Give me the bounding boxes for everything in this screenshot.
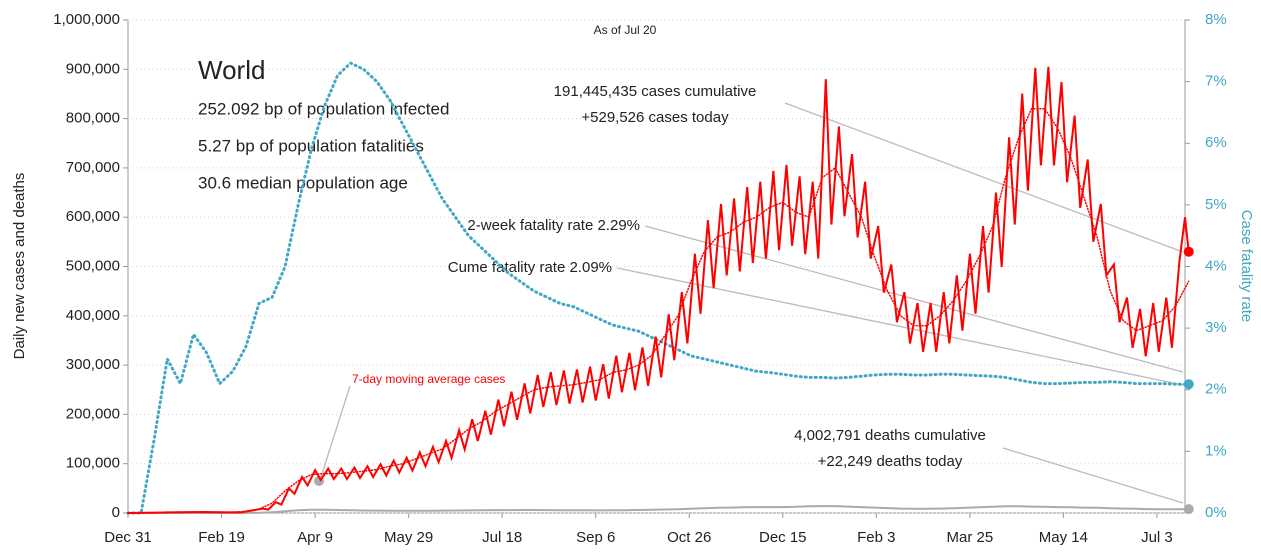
y-tick-label: 500,000 [66, 257, 120, 274]
y2-tick-label: 3% [1205, 319, 1227, 336]
y2-tick-label: 5% [1205, 196, 1227, 213]
y2-tick-label: 8% [1205, 11, 1227, 28]
x-tick-label: Dec 31 [104, 529, 152, 546]
y-tick-label: 1,000,000 [53, 11, 120, 28]
x-tick-label: Oct 26 [667, 529, 711, 546]
x-tick-label: Sep 6 [576, 529, 615, 546]
cases-cumulative: 191,445,435 cases cumulative [554, 83, 757, 100]
leader-line [319, 385, 351, 481]
leader-line [644, 225, 1184, 373]
series-line [127, 66, 1190, 514]
x-tick-label: May 29 [384, 529, 433, 546]
y2-tick-label: 0% [1205, 504, 1227, 521]
y2-tick-label: 4% [1205, 257, 1227, 274]
y-tick-label: 0 [112, 504, 120, 521]
y2-tick-label: 6% [1205, 134, 1227, 151]
deaths-today: +22,249 deaths today [818, 453, 963, 470]
y-tick-label: 400,000 [66, 307, 120, 324]
deaths-cumulative: 4,002,791 deaths cumulative [794, 427, 986, 444]
x-tick-label: Dec 15 [759, 529, 807, 546]
y2-tick-label: 7% [1205, 73, 1227, 90]
leader-line [784, 102, 1184, 253]
y-tick-label: 700,000 [66, 159, 120, 176]
x-tick-label: Jul 3 [1141, 529, 1173, 546]
y2-tick-label: 2% [1205, 381, 1227, 398]
cases-today: +529,526 cases today [581, 109, 729, 126]
y-tick-label: 200,000 [66, 405, 120, 422]
x-tick-label: May 14 [1039, 529, 1088, 546]
y2-axis-label: Case fatality rate [1238, 210, 1255, 323]
series-line [127, 107, 1190, 514]
rate-cume: Cume fatality rate 2.09% [448, 259, 612, 276]
series-line [127, 505, 1190, 514]
y-tick-label: 800,000 [66, 110, 120, 127]
y-tick-label: 600,000 [66, 208, 120, 225]
place: World [198, 55, 265, 85]
y-tick-label: 300,000 [66, 356, 120, 373]
x-tick-label: Mar 25 [947, 529, 994, 546]
y2-tick-label: 1% [1205, 442, 1227, 459]
leader-line [616, 267, 1184, 386]
x-tick-label: Feb 19 [198, 529, 245, 546]
x-tick-label: Feb 3 [857, 529, 895, 546]
as-of: As of Jul 20 [594, 23, 657, 37]
leader-line [1002, 447, 1184, 504]
y-axis-label: Daily new cases and deaths [11, 173, 28, 360]
x-tick-label: Apr 9 [297, 529, 333, 546]
y-tick-label: 100,000 [66, 455, 120, 472]
end-marker [1183, 379, 1194, 390]
y-tick-label: 900,000 [66, 60, 120, 77]
end-marker [1183, 504, 1194, 515]
end-marker [1183, 246, 1194, 257]
x-tick-label: Jul 18 [482, 529, 522, 546]
rate-2week: 2-week fatality rate 2.29% [467, 217, 640, 234]
series-label: 7-day moving average cases [352, 372, 505, 386]
series-line [126, 61, 1191, 515]
